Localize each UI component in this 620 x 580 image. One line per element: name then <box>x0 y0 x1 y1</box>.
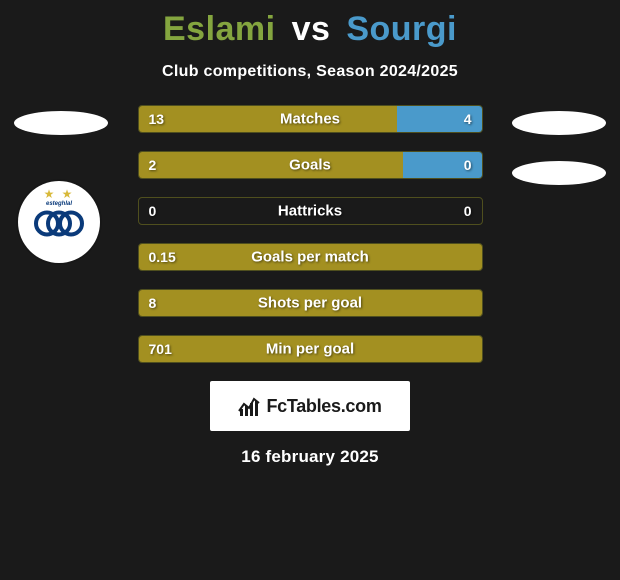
stat-row: 8 Shots per goal <box>138 289 483 317</box>
stat-value-right: 0 <box>464 203 472 219</box>
stat-value-left: 8 <box>149 295 157 311</box>
team-badge-right-placeholder <box>512 111 606 135</box>
stat-bars-container: 13 4 Matches 2 0 Goals 0 0 Hattricks 0.15 Goals pe… <box>138 105 483 363</box>
stat-value-left: 0 <box>149 203 157 219</box>
stat-label: Hattricks <box>278 203 342 220</box>
stat-value-left: 701 <box>149 341 172 357</box>
stat-row: 701 Min per goal <box>138 335 483 363</box>
stat-row: 0.15 Goals per match <box>138 243 483 271</box>
player2-name: Sourgi <box>346 10 457 48</box>
subtitle: Club competitions, Season 2024/2025 <box>0 63 620 81</box>
page-title: Eslami vs Sourgi <box>0 0 620 49</box>
stat-value-right: 4 <box>464 111 472 127</box>
stat-row: 0 0 Hattricks <box>138 197 483 225</box>
team-badge-left-placeholder <box>14 111 108 135</box>
stat-bar-fill-left <box>139 106 398 132</box>
crest-rings-icon <box>33 205 85 241</box>
player1-name: Eslami <box>163 10 276 48</box>
stat-value-left: 2 <box>149 157 157 173</box>
date-line: 16 february 2025 <box>0 447 620 467</box>
club-crest-left: ★ ★ esteghlal <box>18 181 100 263</box>
stat-bar-fill-left <box>139 152 403 178</box>
fctables-chart-icon <box>238 395 260 417</box>
stat-label: Goals per match <box>251 249 369 266</box>
stat-label: Shots per goal <box>258 295 362 312</box>
stat-row: 2 0 Goals <box>138 151 483 179</box>
stat-row: 13 4 Matches <box>138 105 483 133</box>
stat-label: Matches <box>280 111 340 128</box>
crest-stars-icon: ★ ★ <box>44 187 75 201</box>
fctables-logo: FcTables.com <box>210 381 410 431</box>
fctables-logo-text: FcTables.com <box>266 396 381 417</box>
team-badge-right-placeholder-2 <box>512 161 606 185</box>
stats-arena: ★ ★ esteghlal 13 4 Matches 2 0 Goals 0 0 Hattric… <box>0 105 620 363</box>
vs-label: vs <box>292 10 331 48</box>
stat-label: Min per goal <box>266 341 354 358</box>
stat-value-right: 0 <box>464 157 472 173</box>
stat-value-left: 0.15 <box>149 249 176 265</box>
stat-value-left: 13 <box>149 111 165 127</box>
stat-label: Goals <box>289 157 331 174</box>
